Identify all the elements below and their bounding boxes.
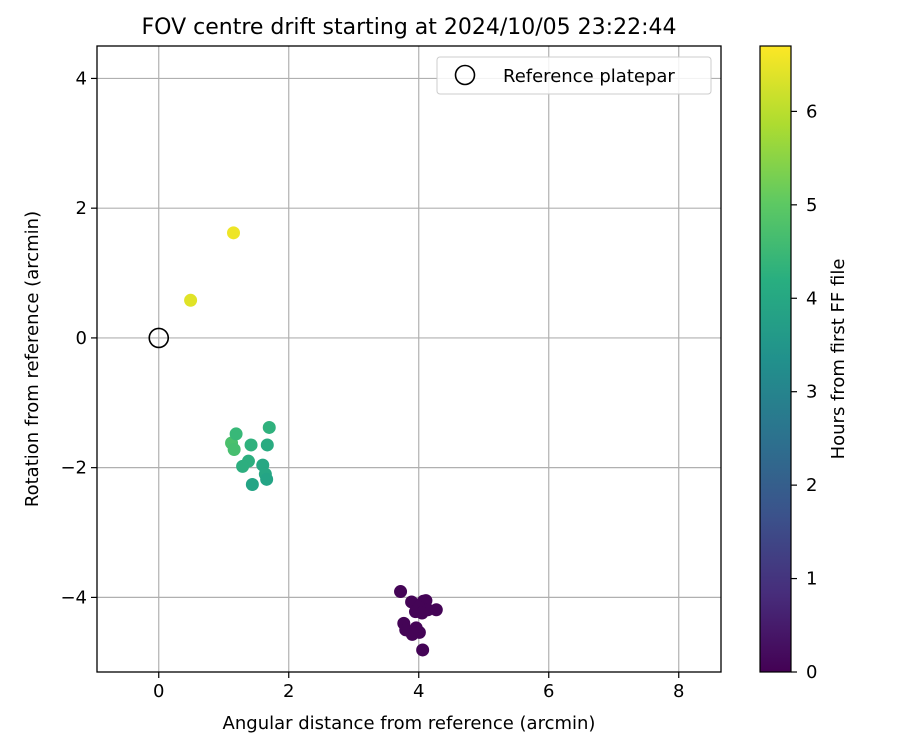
colorbar-tick-label: 0 [806, 662, 817, 683]
colorbar-tick-label: 2 [806, 475, 817, 496]
data-point [227, 226, 240, 240]
data-point [416, 643, 430, 657]
data-point [415, 606, 429, 620]
x-axis-label: Angular distance from reference (arcmin) [223, 713, 596, 734]
colorbar-tick-label: 1 [806, 569, 817, 590]
data-point [229, 427, 243, 441]
x-tick-label: 0 [153, 681, 164, 702]
data-points [184, 226, 443, 657]
x-tick-label: 2 [283, 681, 294, 702]
colorbar-label: Hours from first FF file [828, 259, 849, 460]
legend-marker [454, 64, 476, 86]
legend-box [436, 56, 712, 95]
y-tick-label: −2 [60, 458, 87, 479]
data-point [245, 478, 259, 492]
data-point [394, 585, 408, 599]
data-point [236, 459, 250, 473]
data-point [184, 293, 198, 307]
data-point [405, 627, 419, 641]
y-axis-label: Rotation from reference (arcmin) [22, 211, 43, 507]
y-tick-label: 4 [76, 68, 87, 89]
y-tick-label: −4 [60, 587, 87, 608]
data-point [262, 420, 276, 434]
colorbar-tick-label: 5 [806, 195, 817, 216]
chart-title: FOV centre drift starting at 2024/10/05 … [142, 15, 677, 40]
x-tick-label: 4 [413, 681, 424, 702]
colorbar-tick-label: 4 [806, 288, 817, 309]
colorbar [759, 45, 792, 673]
y-tick-label: 2 [76, 198, 87, 219]
colorbar-tick-label: 3 [806, 382, 817, 403]
legend-label: Reference platepar [503, 66, 675, 87]
x-tick-label: 6 [543, 681, 554, 702]
colorbar-ticks: 0 1 2 3 4 5 6 [791, 101, 817, 683]
reference-point-marker [148, 327, 170, 349]
colorbar-tick-label: 6 [806, 101, 817, 122]
data-point [227, 442, 241, 456]
data-point [260, 438, 274, 452]
x-tick-label: 8 [673, 681, 684, 702]
data-point [260, 472, 274, 486]
y-axis-ticks: −4 −2 0 2 4 [60, 68, 97, 608]
legend: Reference platepar [436, 56, 712, 95]
plot-frame [96, 45, 722, 673]
y-tick-label: 0 [76, 328, 87, 349]
data-point [244, 438, 258, 452]
x-axis-ticks: 0 2 4 6 8 [153, 672, 684, 702]
